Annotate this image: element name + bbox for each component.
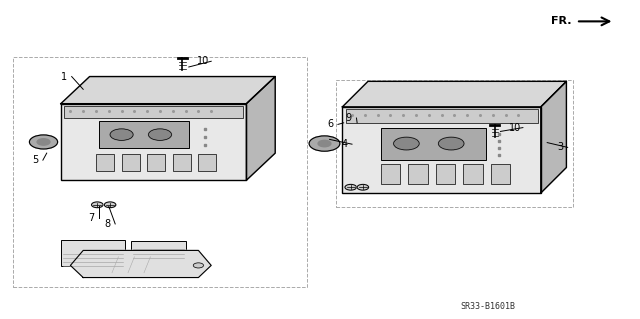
Text: 8: 8 [104,219,111,229]
Polygon shape [541,81,566,193]
Circle shape [318,140,331,147]
FancyBboxPatch shape [198,154,216,171]
FancyBboxPatch shape [346,109,538,123]
Polygon shape [342,81,566,107]
Circle shape [309,136,340,151]
FancyBboxPatch shape [147,154,165,171]
FancyBboxPatch shape [64,106,243,118]
Text: 1: 1 [61,71,67,82]
Text: 6: 6 [327,119,333,130]
Polygon shape [61,77,275,104]
Text: 5: 5 [32,155,38,165]
FancyBboxPatch shape [99,121,189,148]
FancyBboxPatch shape [491,164,510,184]
Circle shape [104,202,116,208]
FancyBboxPatch shape [436,164,455,184]
Polygon shape [70,250,211,278]
FancyBboxPatch shape [381,164,400,184]
Circle shape [110,129,133,140]
FancyBboxPatch shape [342,107,541,193]
Circle shape [438,137,464,150]
FancyBboxPatch shape [131,241,186,262]
Polygon shape [246,77,275,180]
Circle shape [357,184,369,190]
FancyBboxPatch shape [173,154,191,171]
FancyBboxPatch shape [96,154,114,171]
Text: FR.: FR. [551,16,572,26]
Circle shape [37,139,50,145]
Text: 10: 10 [197,56,210,66]
Circle shape [394,137,419,150]
Circle shape [92,202,103,208]
FancyBboxPatch shape [61,104,246,180]
Circle shape [29,135,58,149]
FancyBboxPatch shape [61,240,125,266]
Text: SR33-B1601B: SR33-B1601B [461,302,516,311]
Text: 3: 3 [557,142,563,152]
FancyBboxPatch shape [381,128,486,160]
Text: 9: 9 [346,113,352,123]
Circle shape [193,263,204,268]
Text: 7: 7 [88,212,95,223]
Text: 10: 10 [509,122,522,133]
Circle shape [345,184,356,190]
Text: 4: 4 [341,139,348,149]
FancyBboxPatch shape [463,164,483,184]
FancyBboxPatch shape [122,154,140,171]
FancyBboxPatch shape [408,164,428,184]
Circle shape [148,129,172,140]
